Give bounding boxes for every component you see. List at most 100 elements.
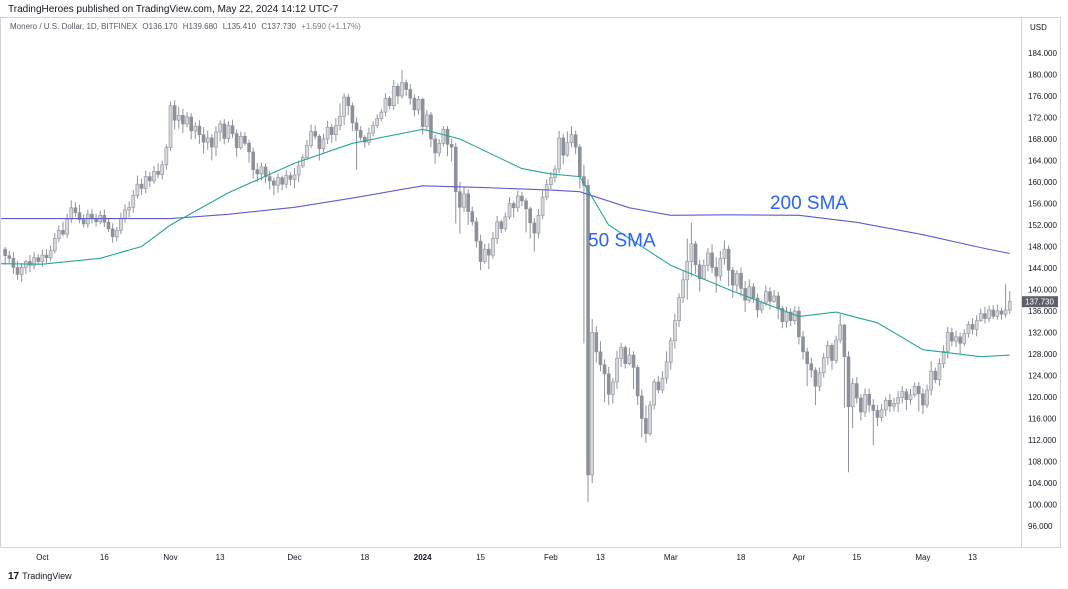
legend-symbol: Monero / U.S. Dollar, 1D, BITFINEX <box>10 22 138 31</box>
candle-body <box>867 394 871 406</box>
candle-body <box>425 114 429 127</box>
candle-body <box>879 409 884 418</box>
candle-body <box>561 137 566 156</box>
candle-body <box>611 381 615 395</box>
candle-body <box>602 364 607 375</box>
candle-body <box>123 209 127 219</box>
candle-body <box>292 174 297 180</box>
candle-body <box>987 309 991 319</box>
candle-body <box>495 221 499 239</box>
candle-body <box>280 177 284 185</box>
candle-body <box>706 252 710 266</box>
candle-body <box>565 142 570 156</box>
candle-body <box>892 403 896 407</box>
candle-body <box>181 115 185 125</box>
candle-body <box>983 313 987 319</box>
candle-body <box>788 311 793 321</box>
candle-body <box>780 308 785 323</box>
candle-body <box>251 151 255 170</box>
candle-body <box>453 146 458 192</box>
x-tick-label: 18 <box>737 553 746 562</box>
y-tick-label: 104.000 <box>1028 479 1057 488</box>
candle-body <box>19 267 24 275</box>
candle-body <box>577 146 582 177</box>
candle-body <box>991 309 995 317</box>
x-tick-label: Mar <box>664 553 678 562</box>
candle-body <box>69 207 74 220</box>
candle-body <box>226 125 231 139</box>
candle-body <box>598 351 603 366</box>
candle-body <box>950 332 954 342</box>
price-axis[interactable] <box>1021 17 1061 548</box>
tradingview-footer[interactable]: 17 TradingView <box>8 571 72 582</box>
candle-body <box>321 138 326 149</box>
candle-body <box>925 389 929 406</box>
y-tick-label: 144.000 <box>1028 264 1057 273</box>
candle-body <box>255 169 260 175</box>
candle-body <box>143 176 148 189</box>
tradingview-logo-icon: 17 <box>8 571 20 582</box>
y-tick-label: 184.000 <box>1028 49 1057 58</box>
x-tick-label: 15 <box>476 553 485 562</box>
candle-body <box>276 177 280 186</box>
y-tick-label: 120.000 <box>1028 393 1057 402</box>
candle-body <box>962 333 967 344</box>
candle-body <box>247 143 251 153</box>
candle-body <box>635 367 640 397</box>
candle-body <box>317 136 322 149</box>
candle-body <box>747 286 752 301</box>
candle-body <box>714 267 719 277</box>
candle-body <box>193 125 198 132</box>
candle-body <box>974 320 979 330</box>
candle-body <box>387 97 392 106</box>
candle-body <box>594 332 599 353</box>
candle-body <box>904 391 909 400</box>
y-tick-label: 172.000 <box>1028 114 1057 123</box>
candle-body <box>300 156 305 167</box>
y-tick-label: 112.000 <box>1028 436 1057 445</box>
candle-body <box>7 255 12 259</box>
candle-body <box>809 363 814 371</box>
x-tick-label: May <box>915 553 930 562</box>
candle-body <box>743 288 747 301</box>
candle-body <box>127 206 131 211</box>
candle-body <box>346 96 351 106</box>
candle-body <box>375 118 380 126</box>
candle-body <box>32 257 36 266</box>
candle-body <box>152 170 156 182</box>
candle-body <box>36 257 41 262</box>
candle-body <box>499 221 504 230</box>
candle-body <box>267 176 272 182</box>
candle-body <box>503 216 508 230</box>
candle-body <box>813 369 818 387</box>
candle-body <box>590 332 594 476</box>
candle-body <box>941 351 946 364</box>
candle-body <box>644 418 648 434</box>
legend-high: H139.680 <box>182 22 218 31</box>
candle-body <box>119 218 123 231</box>
candle-body <box>883 399 888 411</box>
candle-body <box>627 354 632 364</box>
candle-body <box>702 265 706 280</box>
candle-body <box>243 136 247 144</box>
candle-body <box>821 357 826 374</box>
candle-body <box>466 193 470 212</box>
candle-body <box>449 144 454 148</box>
candle-body <box>114 230 119 238</box>
candle-body <box>515 195 520 209</box>
sma50-line <box>1 128 1010 358</box>
candle-body <box>131 195 136 208</box>
y-tick-label: 136.000 <box>1028 307 1057 316</box>
candle-body <box>342 96 346 117</box>
candle-body <box>978 313 983 321</box>
candle-body <box>416 98 421 111</box>
candle-body <box>759 302 764 311</box>
candle-body <box>334 125 338 135</box>
candle-body <box>313 131 317 137</box>
candle-body <box>90 213 94 219</box>
candle-body <box>764 291 768 304</box>
currency-label[interactable]: USD <box>1030 23 1047 32</box>
x-tick-label: 16 <box>100 553 109 562</box>
candle-body <box>850 383 855 407</box>
